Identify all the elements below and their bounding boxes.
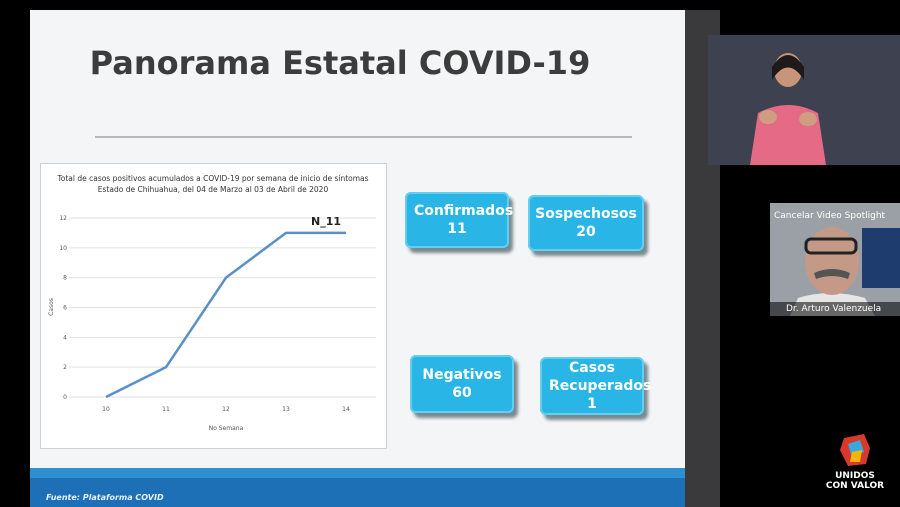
- y-tick-label: 10: [59, 245, 67, 252]
- footer-band: [30, 468, 685, 478]
- stat-card: Sospechosos 20: [528, 195, 644, 251]
- slide: Panorama Estatal COVID-19 Total de casos…: [30, 10, 685, 507]
- source-note: Fuente: Plataforma COVID: [46, 493, 164, 502]
- y-tick-label: 4: [63, 334, 67, 341]
- hand: [799, 112, 817, 126]
- x-tick-label: 13: [282, 406, 290, 413]
- stat-card: Confirmados 11: [405, 192, 514, 248]
- card-label: Negativos: [422, 367, 502, 383]
- card-label: Casos Recuperados: [549, 360, 652, 394]
- stat-card: Negativos 60: [410, 355, 514, 413]
- y-tick-label: 0: [63, 394, 67, 401]
- participant-video: [708, 35, 900, 165]
- card-value: 60: [452, 385, 472, 401]
- chart-subtitle: Estado de Chihuahua, del 04 de Marzo al …: [98, 185, 329, 194]
- slide-title: Panorama Estatal COVID-19: [89, 44, 591, 82]
- x-axis-label: No Semana: [209, 425, 244, 432]
- x-tick-label: 10: [102, 406, 110, 413]
- banner: [862, 228, 900, 288]
- y-tick-label: 6: [63, 305, 67, 312]
- hand: [759, 110, 777, 124]
- card-value: 1: [587, 396, 597, 412]
- divider: [95, 136, 632, 138]
- logo-text: UNIDOS: [835, 471, 875, 481]
- participant-name: Dr. Arturo Valenzuela: [770, 302, 900, 316]
- logo-shape: [850, 450, 862, 462]
- spotlight-button[interactable]: Cancelar Video Spotlight: [774, 211, 886, 221]
- y-tick-label: 2: [63, 364, 67, 371]
- video-tile: [708, 35, 900, 165]
- card-label: Confirmados: [414, 203, 514, 219]
- logo-text: CON VALOR: [825, 481, 885, 491]
- glasses: [804, 237, 858, 255]
- logo: UNIDOS CON VALOR: [815, 432, 895, 491]
- logo-icon: [840, 434, 870, 466]
- y-tick-label: 12: [59, 215, 67, 222]
- chart-title: Total de casos positivos acumulados a CO…: [56, 174, 368, 183]
- x-tick-label: 14: [342, 406, 350, 413]
- card-label: Sospechosos: [535, 206, 637, 222]
- y-axis-label: Casos: [48, 298, 55, 316]
- y-tick-label: 8: [63, 275, 67, 282]
- chart-panel: Total de casos positivos acumulados a CO…: [40, 163, 387, 449]
- chart: Total de casos positivos acumulados a CO…: [48, 174, 376, 432]
- stat-card: Casos Recuperados 1: [540, 357, 652, 415]
- mustache: [814, 269, 850, 279]
- hair: [772, 55, 804, 80]
- x-tick-label: 11: [162, 406, 170, 413]
- video-tile: Cancelar Video Spotlight Dr. Arturo Vale…: [770, 203, 900, 316]
- head: [805, 227, 859, 295]
- data-line: [105, 231, 346, 399]
- card-value: 20: [576, 224, 596, 240]
- annotation: N_11: [311, 215, 341, 228]
- footer: [30, 478, 685, 507]
- x-tick-label: 12: [222, 406, 230, 413]
- card-value: 11: [447, 221, 467, 237]
- participant-video: [770, 203, 900, 316]
